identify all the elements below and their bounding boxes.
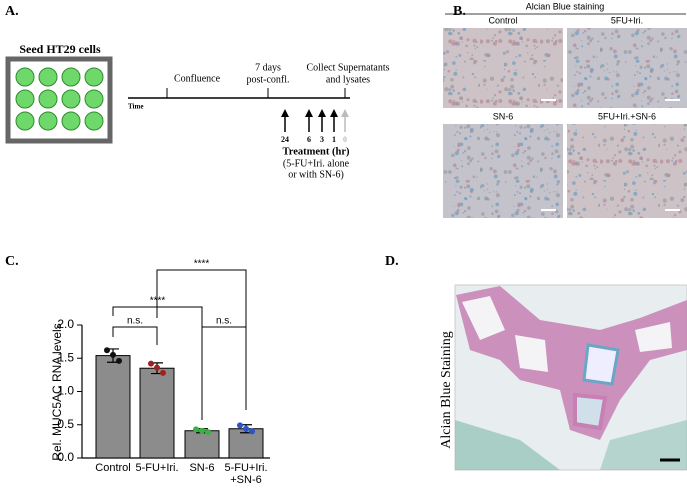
micrograph [443, 124, 563, 218]
arrow-head [341, 109, 349, 117]
panel-label: C. [5, 254, 19, 269]
y-tick-label: 0.0 [57, 450, 74, 464]
x-tick-label: Control [95, 462, 131, 474]
event-label: Confluence [174, 73, 221, 84]
image-label: 5FU+Iri. [611, 15, 643, 25]
treatment-arrows: 24 6 3 1 0 [281, 109, 349, 144]
bar-chart: 0.0 0.5 1.0 1.5 2.0 n.s. **** n.s. **** [57, 259, 270, 464]
bar [228, 428, 264, 459]
arrow-head [318, 109, 326, 117]
treatment-note: or with SN-6) [288, 169, 344, 180]
data-point [148, 360, 154, 367]
data-point [104, 347, 110, 354]
well [84, 89, 104, 109]
well [84, 111, 104, 131]
image-label: Control [488, 15, 517, 25]
panel-label: D. [385, 254, 399, 269]
y-tick-label: 1.5 [57, 350, 74, 364]
data-point [160, 369, 166, 376]
treatment-note: (5-FU+Iri. alone [283, 158, 350, 169]
treatment-title: Treatment (hr) [283, 146, 350, 157]
micrograph [567, 28, 687, 108]
well [61, 67, 81, 87]
micrograph [567, 124, 687, 218]
y-tick-label: 2.0 [57, 317, 74, 331]
y-tick-label: 0.5 [57, 417, 74, 431]
y-axis-label: Alcian Blue Staining [439, 331, 454, 448]
significance-label: **** [194, 259, 210, 270]
data-point [243, 425, 249, 432]
well [84, 67, 104, 87]
event-label: 7 days [255, 62, 281, 73]
significance-bracket [112, 326, 158, 345]
significance-bracket [201, 326, 247, 420]
well [15, 111, 35, 131]
tissue [455, 286, 687, 470]
data-point [116, 357, 122, 364]
panel-label: B. [453, 4, 466, 19]
well [38, 111, 58, 131]
wells [15, 67, 104, 131]
significance-bracket [156, 269, 247, 410]
time-label: Time [128, 103, 143, 111]
well [38, 67, 58, 87]
data-point [199, 427, 205, 434]
well [61, 89, 81, 109]
timepoint-label: 6 [307, 135, 311, 144]
event-label: and lysates [326, 74, 370, 85]
timepoint-label: 3 [320, 135, 324, 144]
data-point [237, 422, 243, 429]
x-tick-label: SN-6 [189, 462, 215, 474]
arrow-head [330, 109, 338, 117]
well [61, 111, 81, 131]
y-axis-label: Rel. MUC5AC RNA levels [50, 323, 64, 460]
micrograph [443, 28, 563, 108]
scale-bars [541, 99, 680, 211]
well [15, 89, 35, 109]
significance-label: **** [150, 296, 166, 307]
data-point [154, 364, 160, 371]
data-point [110, 351, 116, 358]
event-label: post-confl. [246, 74, 289, 85]
x-tick-label: 5-FU+Iri. [135, 462, 179, 474]
well [38, 89, 58, 109]
data-point [249, 428, 255, 435]
well [15, 67, 35, 87]
plate-title: Seed HT29 cells [19, 42, 101, 56]
image-label: SN-6 [493, 111, 514, 121]
bar [184, 430, 220, 459]
bar [139, 367, 175, 459]
data-point [193, 426, 199, 433]
arrow-head [305, 109, 313, 117]
panel-label: A. [5, 4, 19, 19]
data-point [205, 429, 211, 436]
panel-title: Alcian Blue staining [526, 1, 605, 11]
event-label: Collect Supernatants [306, 62, 389, 73]
x-tick-label: 5-FU+Iri. +SN-6 [224, 462, 268, 486]
timepoint-label: 0 [343, 135, 347, 144]
bar [95, 355, 131, 459]
image-label: 5FU+Iri.+SN-6 [598, 111, 656, 121]
significance-label: n.s. [127, 316, 143, 327]
y-tick-label: 1.0 [57, 384, 74, 398]
timepoint-label: 1 [332, 135, 336, 144]
arrow-head [281, 109, 289, 117]
timepoint-label: 24 [281, 135, 289, 144]
significance-label: n.s. [216, 316, 232, 327]
